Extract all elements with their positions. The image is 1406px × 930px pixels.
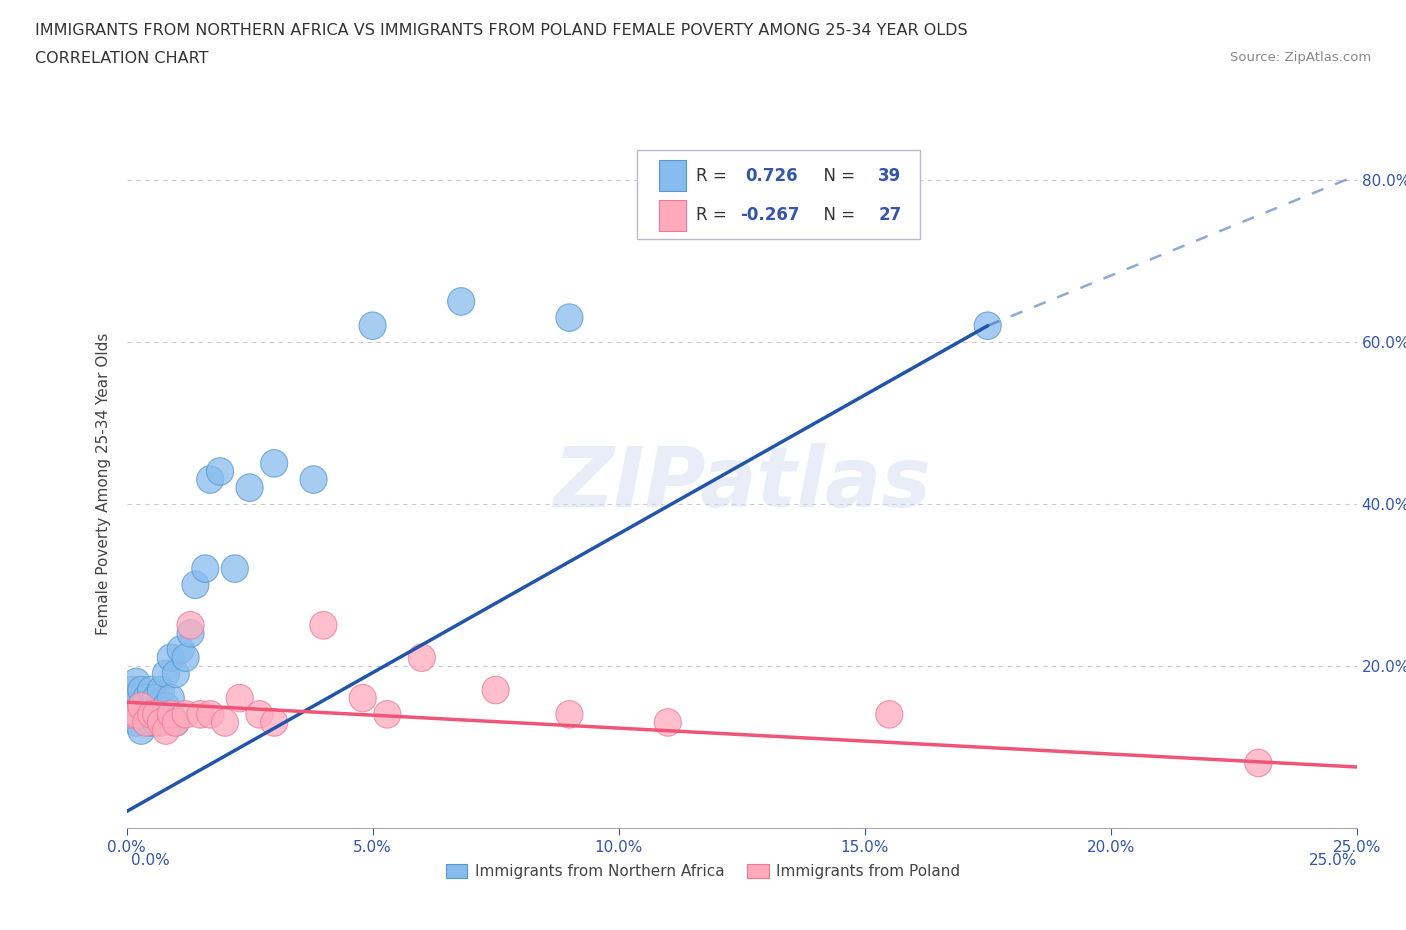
Ellipse shape xyxy=(138,700,165,728)
Ellipse shape xyxy=(876,700,903,728)
Ellipse shape xyxy=(974,312,1001,339)
Ellipse shape xyxy=(197,700,224,728)
Ellipse shape xyxy=(138,693,165,720)
Ellipse shape xyxy=(172,644,200,671)
Ellipse shape xyxy=(309,612,337,639)
Text: 0.0%: 0.0% xyxy=(131,853,170,868)
Ellipse shape xyxy=(221,555,249,582)
Ellipse shape xyxy=(132,700,160,728)
Ellipse shape xyxy=(128,676,155,704)
Text: R =: R = xyxy=(696,206,733,224)
Text: CORRELATION CHART: CORRELATION CHART xyxy=(35,51,208,66)
Ellipse shape xyxy=(157,644,184,671)
Ellipse shape xyxy=(128,693,155,720)
Ellipse shape xyxy=(162,709,190,737)
Ellipse shape xyxy=(187,700,214,728)
Ellipse shape xyxy=(157,684,184,712)
Text: IMMIGRANTS FROM NORTHERN AFRICA VS IMMIGRANTS FROM POLAND FEMALE POVERTY AMONG 2: IMMIGRANTS FROM NORTHERN AFRICA VS IMMIG… xyxy=(35,23,967,38)
Ellipse shape xyxy=(142,709,170,737)
Ellipse shape xyxy=(118,676,145,704)
Ellipse shape xyxy=(555,304,583,331)
Ellipse shape xyxy=(374,700,401,728)
Ellipse shape xyxy=(177,612,204,639)
Ellipse shape xyxy=(162,660,190,687)
Ellipse shape xyxy=(172,700,200,728)
Ellipse shape xyxy=(138,676,165,704)
Text: 0.726: 0.726 xyxy=(745,166,799,184)
Text: -0.267: -0.267 xyxy=(741,206,800,224)
Ellipse shape xyxy=(142,684,170,712)
Ellipse shape xyxy=(447,287,475,315)
Ellipse shape xyxy=(246,700,273,728)
Text: ZIPatlas: ZIPatlas xyxy=(553,443,931,525)
Ellipse shape xyxy=(1244,750,1272,777)
FancyBboxPatch shape xyxy=(659,200,686,231)
Legend: Immigrants from Northern Africa, Immigrants from Poland: Immigrants from Northern Africa, Immigra… xyxy=(440,857,966,885)
Ellipse shape xyxy=(122,709,150,737)
Ellipse shape xyxy=(148,700,174,728)
Ellipse shape xyxy=(260,709,288,737)
Text: 25.0%: 25.0% xyxy=(1309,853,1357,868)
Ellipse shape xyxy=(157,700,184,728)
Ellipse shape xyxy=(408,644,436,671)
Text: N =: N = xyxy=(813,166,860,184)
Ellipse shape xyxy=(654,709,682,737)
Ellipse shape xyxy=(122,668,150,696)
Ellipse shape xyxy=(152,717,180,744)
Ellipse shape xyxy=(128,717,155,744)
Ellipse shape xyxy=(142,700,170,728)
Ellipse shape xyxy=(138,709,165,737)
FancyBboxPatch shape xyxy=(659,160,686,192)
Ellipse shape xyxy=(299,466,328,493)
Text: N =: N = xyxy=(813,206,860,224)
Ellipse shape xyxy=(260,449,288,477)
Ellipse shape xyxy=(191,555,219,582)
Ellipse shape xyxy=(177,619,204,647)
Ellipse shape xyxy=(236,474,263,501)
Text: 39: 39 xyxy=(879,166,901,184)
Ellipse shape xyxy=(197,466,224,493)
Ellipse shape xyxy=(122,684,150,712)
Ellipse shape xyxy=(211,709,239,737)
Ellipse shape xyxy=(148,709,174,737)
Y-axis label: Female Poverty Among 25-34 Year Olds: Female Poverty Among 25-34 Year Olds xyxy=(96,332,111,635)
Ellipse shape xyxy=(207,458,233,485)
Ellipse shape xyxy=(148,676,174,704)
Ellipse shape xyxy=(132,684,160,712)
Ellipse shape xyxy=(349,684,377,712)
Ellipse shape xyxy=(118,700,145,728)
Ellipse shape xyxy=(152,660,180,687)
Ellipse shape xyxy=(122,700,150,728)
Ellipse shape xyxy=(132,709,160,737)
Ellipse shape xyxy=(152,693,180,720)
Ellipse shape xyxy=(482,676,509,704)
Ellipse shape xyxy=(181,571,209,599)
Text: 27: 27 xyxy=(879,206,901,224)
Ellipse shape xyxy=(555,700,583,728)
Ellipse shape xyxy=(167,636,194,663)
Ellipse shape xyxy=(226,684,253,712)
Ellipse shape xyxy=(118,700,145,728)
Ellipse shape xyxy=(359,312,387,339)
Text: R =: R = xyxy=(696,166,733,184)
Ellipse shape xyxy=(162,709,190,737)
Ellipse shape xyxy=(128,693,155,720)
FancyBboxPatch shape xyxy=(637,150,920,239)
Text: Source: ZipAtlas.com: Source: ZipAtlas.com xyxy=(1230,51,1371,64)
Ellipse shape xyxy=(118,693,145,720)
